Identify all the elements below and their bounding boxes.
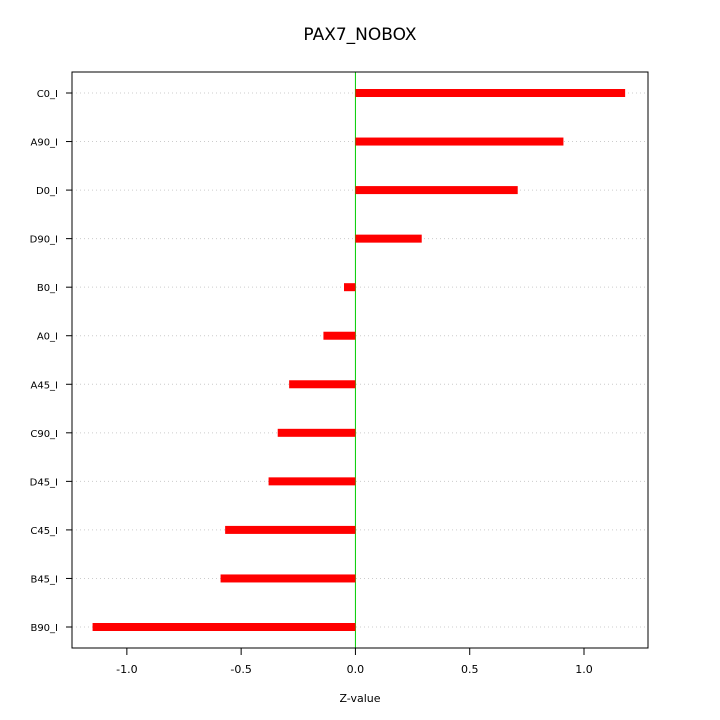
bar-A0_I [323, 331, 356, 340]
category-label: A0_I [37, 332, 58, 343]
category-label: C0_I [37, 89, 58, 100]
bar-C0_I [355, 89, 626, 97]
x-tick-label: 0.0 [347, 663, 365, 676]
bar-A90_I [355, 137, 564, 146]
bar-B0_I [344, 283, 356, 292]
bar-C45_I [225, 525, 356, 534]
category-label: A90_I [30, 138, 58, 149]
category-label: B0_I [37, 283, 58, 294]
x-tick-label: -1.0 [116, 663, 137, 676]
x-tick-label: 1.0 [575, 663, 593, 676]
category-label: B45_I [30, 574, 58, 585]
bar-D45_I [268, 477, 356, 486]
category-axis: C0_I A90_I D0_I D90_I B0_I A0_I A45_I C90_I D45_… [30, 89, 72, 634]
bar-B45_I [220, 574, 356, 583]
bar-D90_I [355, 234, 422, 243]
category-label: C45_I [30, 526, 58, 537]
category-label: A45_I [30, 380, 58, 391]
bar-A45_I [289, 380, 356, 389]
category-label: D90_I [30, 235, 58, 246]
bar-C90_I [277, 428, 356, 437]
bars [92, 89, 626, 631]
grid-lines [72, 92, 648, 628]
category-label: C90_I [30, 429, 58, 440]
category-label: B90_I [30, 623, 58, 634]
category-label: D0_I [36, 186, 58, 197]
x-tick-label: -0.5 [230, 663, 251, 676]
x-axis: -1.0 -0.5 0.0 0.5 1.0 [116, 648, 593, 676]
x-axis-title: Z-value [339, 692, 380, 705]
x-tick-label: 0.5 [461, 663, 479, 676]
chart-title: PAX7_NOBOX [303, 25, 417, 45]
bar-D0_I [355, 186, 518, 195]
category-label: D45_I [30, 477, 58, 488]
plot-frame [71, 71, 649, 649]
bar-B90_I [92, 623, 356, 631]
